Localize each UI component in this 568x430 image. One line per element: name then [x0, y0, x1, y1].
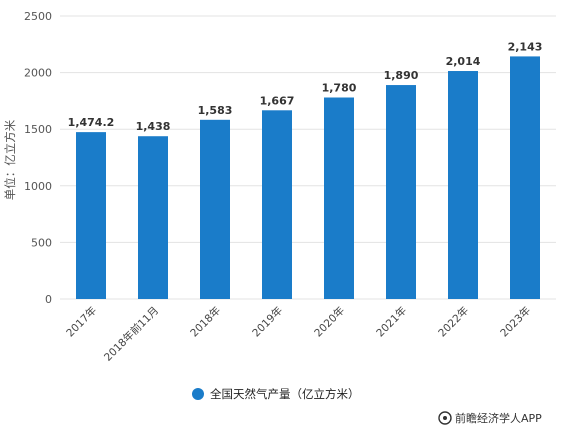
- legend-marker: [192, 388, 204, 400]
- x-tick-label: 2018年: [188, 304, 224, 340]
- x-axis-ticks: 2017年 2018年前11月 2018年 2019年 2020年 2021年 2022年 2…: [64, 304, 534, 364]
- data-label: 1,474.2: [68, 116, 115, 129]
- bar: [138, 136, 168, 299]
- y-axis-ticks: 0 500 1000 1500 2000 2500: [24, 10, 52, 306]
- footer: 前瞻经济学人APP: [438, 411, 542, 425]
- footer-source: 前瞻经济学人APP: [455, 411, 542, 425]
- data-label: 1,438: [136, 120, 171, 133]
- y-tick-label: 2500: [24, 10, 52, 23]
- x-tick-label: 2017年: [64, 304, 100, 340]
- bar: [324, 97, 354, 299]
- bar: [510, 56, 540, 299]
- data-labels: 1,474.2 1,438 1,583 1,667 1,780 1,890 2,014 2,1…: [68, 40, 543, 133]
- x-tick-label: 2021年: [374, 304, 410, 340]
- y-axis-label: 单位：亿立方米: [3, 119, 17, 200]
- bar: [200, 119, 230, 299]
- legend-label: 全国天然气产量（亿立方米）: [210, 387, 360, 401]
- x-tick-label: 2020年: [312, 304, 348, 340]
- data-label: 1,890: [384, 69, 419, 82]
- x-tick-label: 2023年: [498, 304, 534, 340]
- bar: [76, 132, 106, 299]
- y-tick-label: 1000: [24, 180, 52, 193]
- bar: [448, 71, 478, 299]
- data-label: 2,143: [508, 40, 543, 53]
- y-tick-label: 1500: [24, 123, 52, 136]
- data-label: 1,583: [198, 104, 233, 117]
- y-tick-label: 500: [31, 236, 52, 249]
- bar: [262, 110, 292, 300]
- x-tick-label: 2018年前11月: [101, 304, 161, 364]
- camera-icon: [438, 411, 452, 425]
- bars: [76, 56, 540, 300]
- gridlines: [60, 15, 556, 300]
- data-label: 1,780: [322, 82, 357, 95]
- data-label: 2,014: [446, 55, 481, 68]
- legend: 全国天然气产量（亿立方米）: [192, 387, 360, 401]
- data-label: 1,667: [260, 94, 295, 107]
- x-tick-label: 2022年: [436, 304, 472, 340]
- x-tick-label: 2019年: [250, 304, 286, 340]
- y-tick-label: 0: [45, 293, 52, 306]
- bar: [386, 85, 416, 299]
- y-tick-label: 2000: [24, 67, 52, 80]
